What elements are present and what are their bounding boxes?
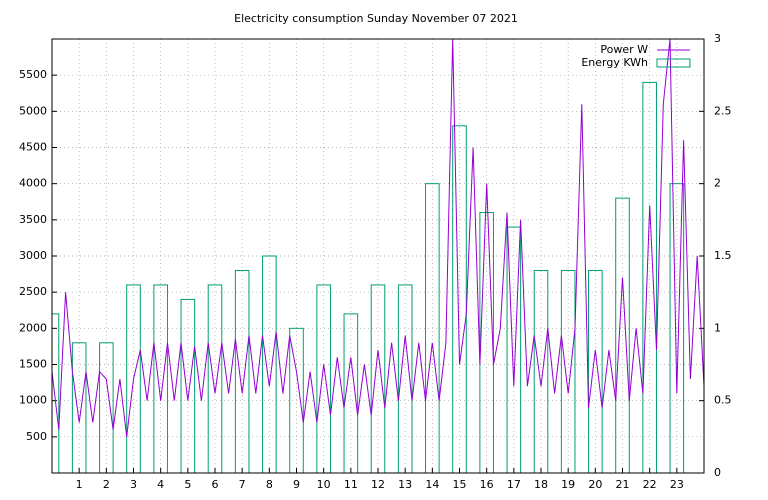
y-tick-label: 5500 (19, 68, 47, 81)
y2-tick-label: 2.5 (714, 104, 732, 117)
y-tick-label: 2000 (19, 321, 47, 334)
x-tick-label: 18 (534, 478, 548, 491)
y2-tick-label: 0.5 (714, 394, 732, 407)
energy-box (234, 269, 250, 473)
x-tick-label: 20 (588, 478, 602, 491)
x-tick-label: 7 (239, 478, 246, 491)
x-tick-label: 11 (344, 478, 358, 491)
x-tick-label: 23 (670, 478, 684, 491)
energy-box (479, 212, 494, 473)
energy-box (669, 183, 685, 473)
energy-box (180, 298, 196, 473)
energy-box (343, 313, 359, 473)
x-tick-label: 22 (643, 478, 657, 491)
energy-box (153, 284, 168, 473)
legend-swatch (656, 58, 691, 68)
energy-box (207, 284, 223, 473)
x-tick-label: 3 (130, 478, 137, 491)
x-tick-label: 21 (616, 478, 630, 491)
y-tick-label: 4500 (19, 141, 47, 154)
y2-tick-label: 3 (714, 32, 721, 45)
plot-border (51, 38, 705, 474)
energy-box (370, 284, 386, 473)
x-tick-label: 9 (293, 478, 300, 491)
energy-box (506, 226, 522, 473)
x-tick-label: 19 (561, 478, 575, 491)
y2-tick-label: 2 (714, 177, 721, 190)
x-tick-label: 10 (317, 478, 331, 491)
x-tick-label: 4 (157, 478, 164, 491)
x-tick-label: 12 (371, 478, 385, 491)
energy-box (316, 284, 331, 473)
energy-box (289, 327, 304, 473)
y-tick-label: 500 (26, 430, 47, 443)
y-tick-label: 1500 (19, 358, 47, 371)
y2-tick-label: 1.5 (714, 249, 732, 262)
energy-box (52, 313, 60, 473)
x-tick-label: 2 (103, 478, 110, 491)
y-tick-label: 1000 (19, 394, 47, 407)
energy-box (533, 269, 549, 473)
energy-box (615, 197, 630, 473)
y-tick-label: 5000 (19, 104, 47, 117)
x-tick-label: 5 (184, 478, 191, 491)
energy-box (425, 183, 440, 473)
x-tick-label: 17 (507, 478, 521, 491)
power-line (52, 39, 704, 437)
x-tick-label: 14 (425, 478, 439, 491)
x-tick-label: 15 (453, 478, 467, 491)
y2-tick-label: 1 (714, 321, 721, 334)
legend-label: Power W (600, 43, 648, 56)
y-tick-label: 2500 (19, 285, 47, 298)
x-tick-label: 1 (76, 478, 83, 491)
energy-box (560, 269, 576, 473)
x-tick-label: 16 (480, 478, 494, 491)
legend-label: Energy KWh (581, 56, 648, 69)
energy-box (588, 269, 603, 473)
y2-tick-label: 0 (714, 466, 721, 479)
y-tick-label: 3500 (19, 213, 47, 226)
energy-box (642, 81, 657, 473)
energy-box (452, 125, 467, 473)
chart-title: Electricity consumption Sunday November … (234, 12, 518, 25)
grid (52, 38, 704, 474)
y-tick-label: 4000 (19, 177, 47, 190)
x-tick-label: 6 (212, 478, 219, 491)
x-tick-label: 8 (266, 478, 273, 491)
energy-box (262, 255, 277, 473)
y-tick-label: 3000 (19, 249, 47, 262)
x-tick-label: 13 (398, 478, 412, 491)
